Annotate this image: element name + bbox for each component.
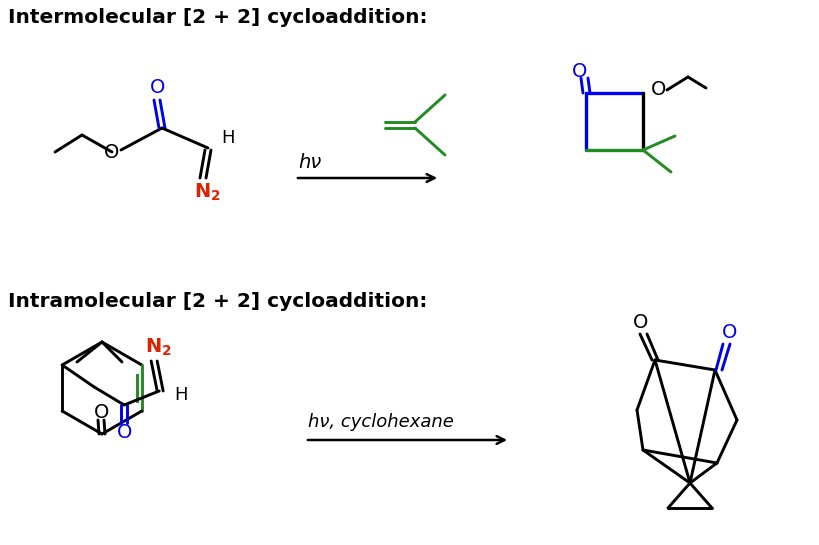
Text: O: O — [650, 80, 666, 99]
Text: O: O — [150, 77, 165, 96]
Text: hν: hν — [297, 153, 321, 172]
Text: O: O — [632, 312, 648, 331]
Text: O: O — [722, 323, 737, 342]
Text: O: O — [116, 423, 132, 443]
Text: Intermolecular [2 + 2] cycloaddition:: Intermolecular [2 + 2] cycloaddition: — [8, 8, 427, 27]
Text: hν, cyclohexane: hν, cyclohexane — [308, 413, 454, 431]
Text: $\mathbf{N_2}$: $\mathbf{N_2}$ — [194, 181, 220, 203]
Text: H: H — [174, 386, 188, 404]
Text: H: H — [221, 129, 234, 147]
Text: O: O — [572, 62, 587, 81]
Text: O: O — [104, 142, 120, 161]
Text: O: O — [94, 403, 110, 421]
Text: $\mathbf{N_2}$: $\mathbf{N_2}$ — [145, 336, 172, 358]
Text: Intramolecular [2 + 2] cycloaddition:: Intramolecular [2 + 2] cycloaddition: — [8, 292, 427, 311]
